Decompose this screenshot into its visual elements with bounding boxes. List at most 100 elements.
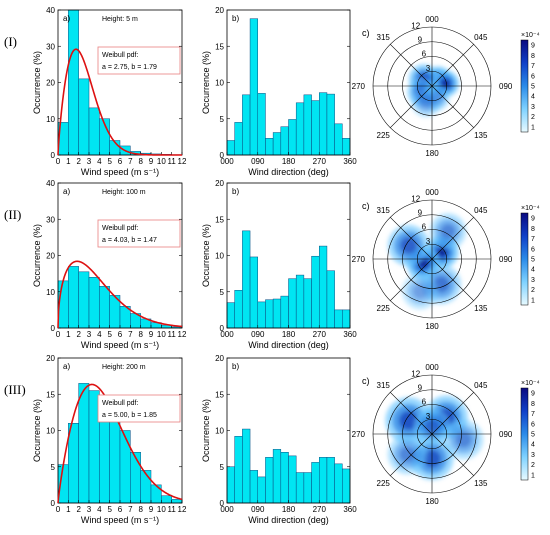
ring-label: 9 — [418, 208, 423, 217]
direction-spoke — [431, 217, 474, 260]
colorbar-tick-label: 3 — [531, 104, 535, 111]
ring-label: 3 — [426, 412, 431, 421]
direction-label: 315 — [377, 381, 391, 390]
bar — [257, 301, 266, 329]
x-tick-label: 180 — [282, 505, 296, 514]
x-tick-label: 0 — [56, 505, 61, 514]
colorbar-tick-label: 1 — [531, 472, 535, 479]
colorbar-exponent: ×10⁻⁴ — [521, 380, 540, 387]
bar — [68, 9, 79, 156]
direction-label: 135 — [474, 479, 488, 488]
y-tick-label: 5 — [51, 463, 56, 472]
x-axis-label: Wind speed (m s⁻¹) — [81, 515, 159, 525]
bar — [130, 452, 141, 504]
ring-label: 3 — [426, 237, 431, 246]
x-tick-label: 4 — [97, 330, 102, 339]
x-tick-label: 7 — [128, 505, 133, 514]
direction-spoke — [390, 433, 433, 476]
colorbar-tick-label: 5 — [531, 432, 535, 439]
bar — [280, 452, 289, 504]
y-tick-label: 40 — [46, 6, 55, 15]
direction-spoke — [390, 85, 433, 128]
bar — [326, 93, 335, 156]
y-tick-label: 15 — [46, 390, 55, 399]
row-label: (III) — [4, 382, 26, 397]
bar — [326, 457, 335, 504]
weibull-title: Weibull pdf: — [102, 52, 139, 59]
direction-label: 090 — [499, 430, 513, 439]
y-tick-label: 20 — [215, 354, 224, 363]
direction-label: 225 — [377, 304, 391, 313]
bar — [171, 499, 183, 504]
x-tick-label: 000 — [220, 505, 234, 514]
x-tick-label: 1 — [66, 157, 71, 166]
y-tick-label: 0 — [51, 151, 56, 160]
bar — [257, 93, 266, 156]
weibull-fit-line — [57, 260, 183, 329]
colorbar-tick-label: 9 — [531, 43, 535, 50]
bar — [303, 278, 312, 329]
y-axis-label: Occurrence (%) — [32, 51, 42, 114]
y-tick-label: 5 — [220, 463, 225, 472]
y-tick-label: 10 — [46, 115, 55, 124]
panel-letter: b) — [232, 14, 239, 23]
panel-letter: c) — [362, 201, 370, 211]
x-tick-label: 2 — [76, 505, 81, 514]
y-tick-label: 20 — [46, 354, 55, 363]
direction-spoke — [431, 433, 474, 476]
weibull-fit-line — [57, 383, 183, 504]
direction-label: 045 — [474, 381, 488, 390]
bar — [78, 383, 90, 504]
ring-label: 12 — [411, 194, 420, 203]
colorbar-tick-label: 5 — [531, 257, 535, 264]
weibull-box — [97, 219, 181, 248]
bar — [272, 449, 282, 504]
x-axis-label: Wind direction (deg) — [248, 515, 329, 525]
x-tick-label: 12 — [178, 330, 187, 339]
x-tick-label: 7 — [128, 330, 133, 339]
y-tick-label: 30 — [46, 42, 55, 51]
x-tick-label: 7 — [128, 157, 133, 166]
panel-letter: a) — [63, 187, 70, 196]
bar — [303, 94, 312, 156]
y-axis-label: Occurrence (%) — [201, 51, 211, 114]
bar — [150, 484, 162, 504]
bar — [109, 415, 121, 504]
x-tick-label: 8 — [138, 330, 143, 339]
bar — [249, 256, 258, 329]
panel-letter: b) — [232, 362, 239, 371]
panel-letter: c) — [362, 376, 370, 386]
weibull-title: Weibull pdf: — [102, 400, 139, 407]
x-tick-label: 090 — [251, 330, 265, 339]
colorbar-tick-label: 3 — [531, 277, 535, 284]
direction-label: 270 — [352, 255, 366, 264]
bar — [161, 495, 172, 504]
colorbar-tick-label: 8 — [531, 401, 535, 408]
direction-spoke — [431, 392, 474, 435]
direction-spoke — [431, 258, 474, 301]
x-tick-label: 6 — [118, 157, 123, 166]
y-tick-label: 15 — [215, 215, 224, 224]
x-tick-label: 0 — [56, 157, 61, 166]
x-tick-label: 2 — [76, 330, 81, 339]
colorbar-exponent: ×10⁻⁴ — [521, 32, 540, 39]
x-tick-label: 5 — [107, 505, 112, 514]
bar — [234, 122, 243, 156]
x-tick-label: 5 — [107, 330, 112, 339]
bar — [99, 286, 110, 329]
bar — [295, 472, 305, 504]
y-tick-label: 15 — [215, 42, 224, 51]
colorbar-tick-label: 6 — [531, 246, 535, 253]
y-tick-label: 0 — [220, 499, 225, 508]
direction-label: 180 — [425, 497, 439, 506]
y-tick-label: 0 — [51, 499, 56, 508]
height-label: Height: 5 m — [102, 16, 138, 23]
x-tick-label: 360 — [343, 330, 357, 339]
bar — [68, 266, 79, 329]
weibull-fit-line — [57, 48, 182, 156]
colorbar-tick-label: 7 — [531, 411, 535, 418]
x-tick-label: 10 — [157, 157, 166, 166]
bar — [319, 457, 328, 504]
x-tick-label: 090 — [251, 505, 265, 514]
